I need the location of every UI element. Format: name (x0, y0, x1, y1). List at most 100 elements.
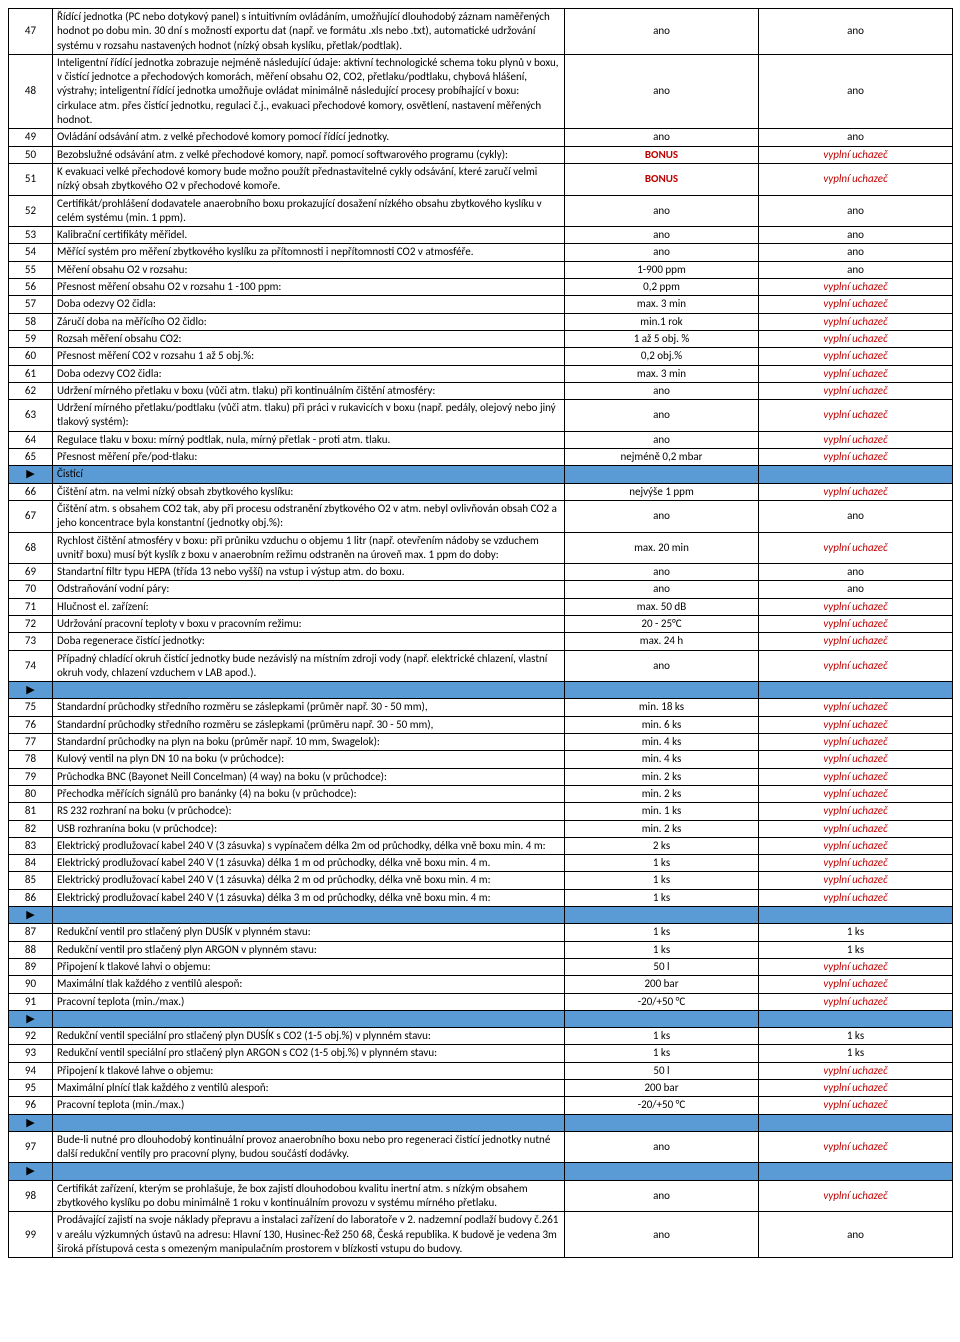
section-label (53, 682, 565, 699)
row-number: 99 (9, 1212, 53, 1258)
row-number: 61 (9, 365, 53, 382)
row-value-1: max. 3 min (565, 296, 759, 313)
row-value-2: ano (759, 564, 953, 581)
row-value-2: vyplní uchazeč (759, 296, 953, 313)
row-value-1: 50 l (565, 1062, 759, 1079)
row-description: Případný chladící okruh čistící jednotky… (53, 650, 565, 682)
row-value-1: 1 ks (565, 1028, 759, 1045)
row-description: Elektrický prodlužovací kabel 240 V (1 z… (53, 889, 565, 906)
row-description: Hlučnost el. zařízení: (53, 598, 565, 615)
row-value-1: ano (565, 1212, 759, 1258)
row-number: 52 (9, 195, 53, 227)
row-value-1: 1-900 ppm (565, 261, 759, 278)
row-value-1: 200 bar (565, 1080, 759, 1097)
row-value-1: ano (565, 400, 759, 432)
row-description: Čištění atm. s obsahem CO2 tak, aby při … (53, 500, 565, 532)
table-row: 50Bezobslužné odsávání atm. z velké přec… (9, 146, 953, 163)
table-row: 65Přesnost měření pře/pod-tlaku:nejméně … (9, 449, 953, 466)
table-row: 61Doba odezvy CO2 čidla:max. 3 minvyplní… (9, 365, 953, 382)
table-row: 96Pracovní teplota (min./max.)-20/+50 °C… (9, 1097, 953, 1114)
row-description: Řídící jednotka (PC nebo dotykový panel)… (53, 9, 565, 55)
row-description: Kalibrační certifikáty měřidel. (53, 227, 565, 244)
row-value-1: ano (565, 129, 759, 146)
row-value-2: vyplní uchazeč (759, 768, 953, 785)
row-description: Redukční ventil pro stlačený plyn DUSÍK … (53, 924, 565, 941)
row-number: 56 (9, 279, 53, 296)
row-value-2: ano (759, 227, 953, 244)
row-number: 74 (9, 650, 53, 682)
row-number: 65 (9, 449, 53, 466)
row-value-2: vyplní uchazeč (759, 803, 953, 820)
row-value-2: vyplní uchazeč (759, 365, 953, 382)
row-value-2: vyplní uchazeč (759, 837, 953, 854)
row-description: Regulace tlaku v boxu: mírný podtlak, nu… (53, 431, 565, 448)
table-row: 84Elektrický prodlužovací kabel 240 V (1… (9, 855, 953, 872)
row-value-1: 1 ks (565, 872, 759, 889)
table-row: 87Redukční ventil pro stlačený plyn DUSÍ… (9, 924, 953, 941)
row-number: 71 (9, 598, 53, 615)
row-value-1: 50 l (565, 958, 759, 975)
row-value-2: 1 ks (759, 1028, 953, 1045)
table-row: 60Přesnost měření CO2 v rozsahu 1 až 5 o… (9, 348, 953, 365)
row-value-2: vyplní uchazeč (759, 889, 953, 906)
table-row: 81RS 232 rozhraní na boku (v průchodce):… (9, 803, 953, 820)
table-row: 73Doba regenerace čistící jednotky:max. … (9, 633, 953, 650)
row-value-2: vyplní uchazeč (759, 650, 953, 682)
row-value-2: vyplní uchazeč (759, 976, 953, 993)
row-number: 84 (9, 855, 53, 872)
row-number: 53 (9, 227, 53, 244)
row-number: 48 (9, 54, 53, 128)
row-value-2: vyplní uchazeč (759, 330, 953, 347)
row-description: Pracovní teplota (min./max.) (53, 1097, 565, 1114)
row-description: Přesnost měření pře/pod-tlaku: (53, 449, 565, 466)
row-description: Pracovní teplota (min./max.) (53, 993, 565, 1010)
row-number: 90 (9, 976, 53, 993)
row-value-1: min. 6 ks (565, 716, 759, 733)
row-description: Inteligentní řídící jednotka zobrazuje n… (53, 54, 565, 128)
row-number: 82 (9, 820, 53, 837)
table-row: 58Záručí doba na měřícího O2 čidlo:min.1… (9, 313, 953, 330)
row-value-1: max. 50 dB (565, 598, 759, 615)
row-description: Doba odezvy CO2 čidla: (53, 365, 565, 382)
table-row: 77Standardní průchodky na plyn na boku (… (9, 734, 953, 751)
row-value-1: -20/+50 °C (565, 993, 759, 1010)
row-value-2: vyplní uchazeč (759, 598, 953, 615)
row-value-1: nejméně 0,2 mbar (565, 449, 759, 466)
row-number: 59 (9, 330, 53, 347)
row-description: Certifikát/prohlášení dodavatele anaerob… (53, 195, 565, 227)
row-value-1: ano (565, 244, 759, 261)
row-value-1: ano (565, 195, 759, 227)
row-value-1: ano (565, 1131, 759, 1163)
row-value-1: 0,2 obj.% (565, 348, 759, 365)
row-value-2: vyplní uchazeč (759, 993, 953, 1010)
table-row: 99Prodávající zajistí na svoje náklady p… (9, 1212, 953, 1258)
section-separator: ▶ (9, 682, 953, 699)
row-value-2: ano (759, 261, 953, 278)
row-description: Průchodka BNC (Bayonet Neill Concelman) … (53, 768, 565, 785)
table-row: 74Případný chladící okruh čistící jednot… (9, 650, 953, 682)
row-value-1: 1 ks (565, 889, 759, 906)
row-number: 70 (9, 581, 53, 598)
section-separator: ▶ (9, 1010, 953, 1027)
table-row: 94Připojení k tlakové lahve o objemu:50 … (9, 1062, 953, 1079)
row-number: 66 (9, 483, 53, 500)
row-value-1: max. 24 h (565, 633, 759, 650)
row-value-2: 1 ks (759, 1045, 953, 1062)
section-separator: ▶Čistící (9, 466, 953, 483)
row-number: 51 (9, 163, 53, 195)
row-number: 47 (9, 9, 53, 55)
row-description: Měřící systém pro měření zbytkového kysl… (53, 244, 565, 261)
row-value-1: 2 ks (565, 837, 759, 854)
marker-icon: ▶ (9, 1163, 53, 1180)
row-value-1: BONUS (565, 146, 759, 163)
row-value-2: vyplní uchazeč (759, 872, 953, 889)
row-number: 93 (9, 1045, 53, 1062)
row-value-1: min.1 rok (565, 313, 759, 330)
table-row: 71Hlučnost el. zařízení:max. 50 dBvyplní… (9, 598, 953, 615)
row-value-1: ano (565, 581, 759, 598)
row-number: 57 (9, 296, 53, 313)
table-row: 82USB rozhranína boku (v průchodce):min.… (9, 820, 953, 837)
row-value-2: vyplní uchazeč (759, 633, 953, 650)
row-description: Čištění atm. na velmi nízký obsah zbytko… (53, 483, 565, 500)
row-value-1: ano (565, 9, 759, 55)
